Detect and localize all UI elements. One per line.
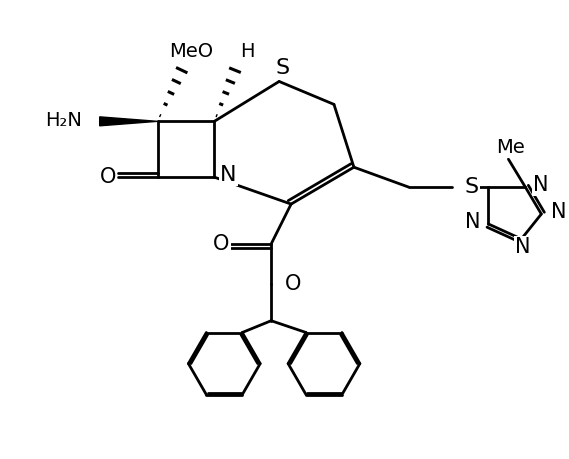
Text: S: S	[275, 57, 289, 78]
Text: O: O	[285, 274, 302, 294]
Text: N: N	[465, 212, 480, 232]
Text: MeO: MeO	[170, 42, 213, 61]
Text: N: N	[514, 237, 530, 257]
Text: O: O	[100, 167, 116, 187]
Polygon shape	[100, 117, 158, 126]
Text: Me: Me	[496, 138, 525, 157]
Text: H₂N: H₂N	[45, 111, 82, 130]
Text: N: N	[551, 202, 567, 222]
Text: N: N	[220, 165, 237, 185]
Text: S: S	[464, 177, 479, 197]
Text: H: H	[240, 42, 254, 61]
Text: O: O	[213, 234, 229, 254]
Text: N: N	[533, 175, 549, 195]
